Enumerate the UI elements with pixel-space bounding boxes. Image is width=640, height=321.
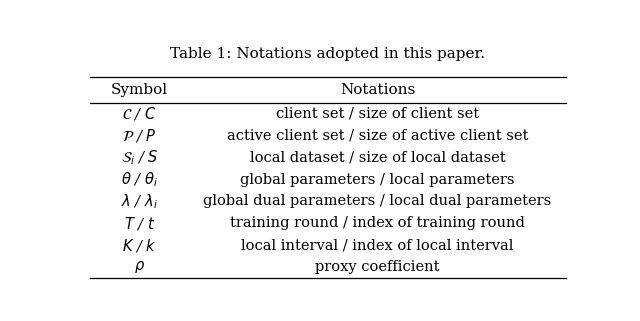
Text: Notations: Notations [340,83,415,97]
Text: $T$ / $t$: $T$ / $t$ [124,215,155,232]
Text: Symbol: Symbol [111,83,168,97]
Text: global parameters / local parameters: global parameters / local parameters [241,173,515,187]
Text: local dataset / size of local dataset: local dataset / size of local dataset [250,151,506,165]
Text: active client set / size of active client set: active client set / size of active clien… [227,129,528,143]
Text: local interval / index of local interval: local interval / index of local interval [241,239,514,252]
Text: $\mathcal{P}$ / $P$: $\mathcal{P}$ / $P$ [122,127,157,144]
Text: Table 1: Notations adopted in this paper.: Table 1: Notations adopted in this paper… [170,47,486,61]
Text: $\theta$ / $\theta_i$: $\theta$ / $\theta_i$ [121,170,158,189]
Text: training round / index of training round: training round / index of training round [230,216,525,230]
Text: global dual parameters / local dual parameters: global dual parameters / local dual para… [204,195,552,209]
Text: $\lambda$ / $\lambda_i$: $\lambda$ / $\lambda_i$ [121,192,158,211]
Text: $\rho$: $\rho$ [134,259,145,275]
Text: $K$ / $k$: $K$ / $k$ [122,237,157,254]
Text: $\mathcal{C}$ / $C$: $\mathcal{C}$ / $C$ [122,105,157,122]
Text: $\mathcal{S}_i$ / $S$: $\mathcal{S}_i$ / $S$ [120,148,159,167]
Text: client set / size of client set: client set / size of client set [276,107,479,121]
Text: proxy coefficient: proxy coefficient [316,260,440,274]
